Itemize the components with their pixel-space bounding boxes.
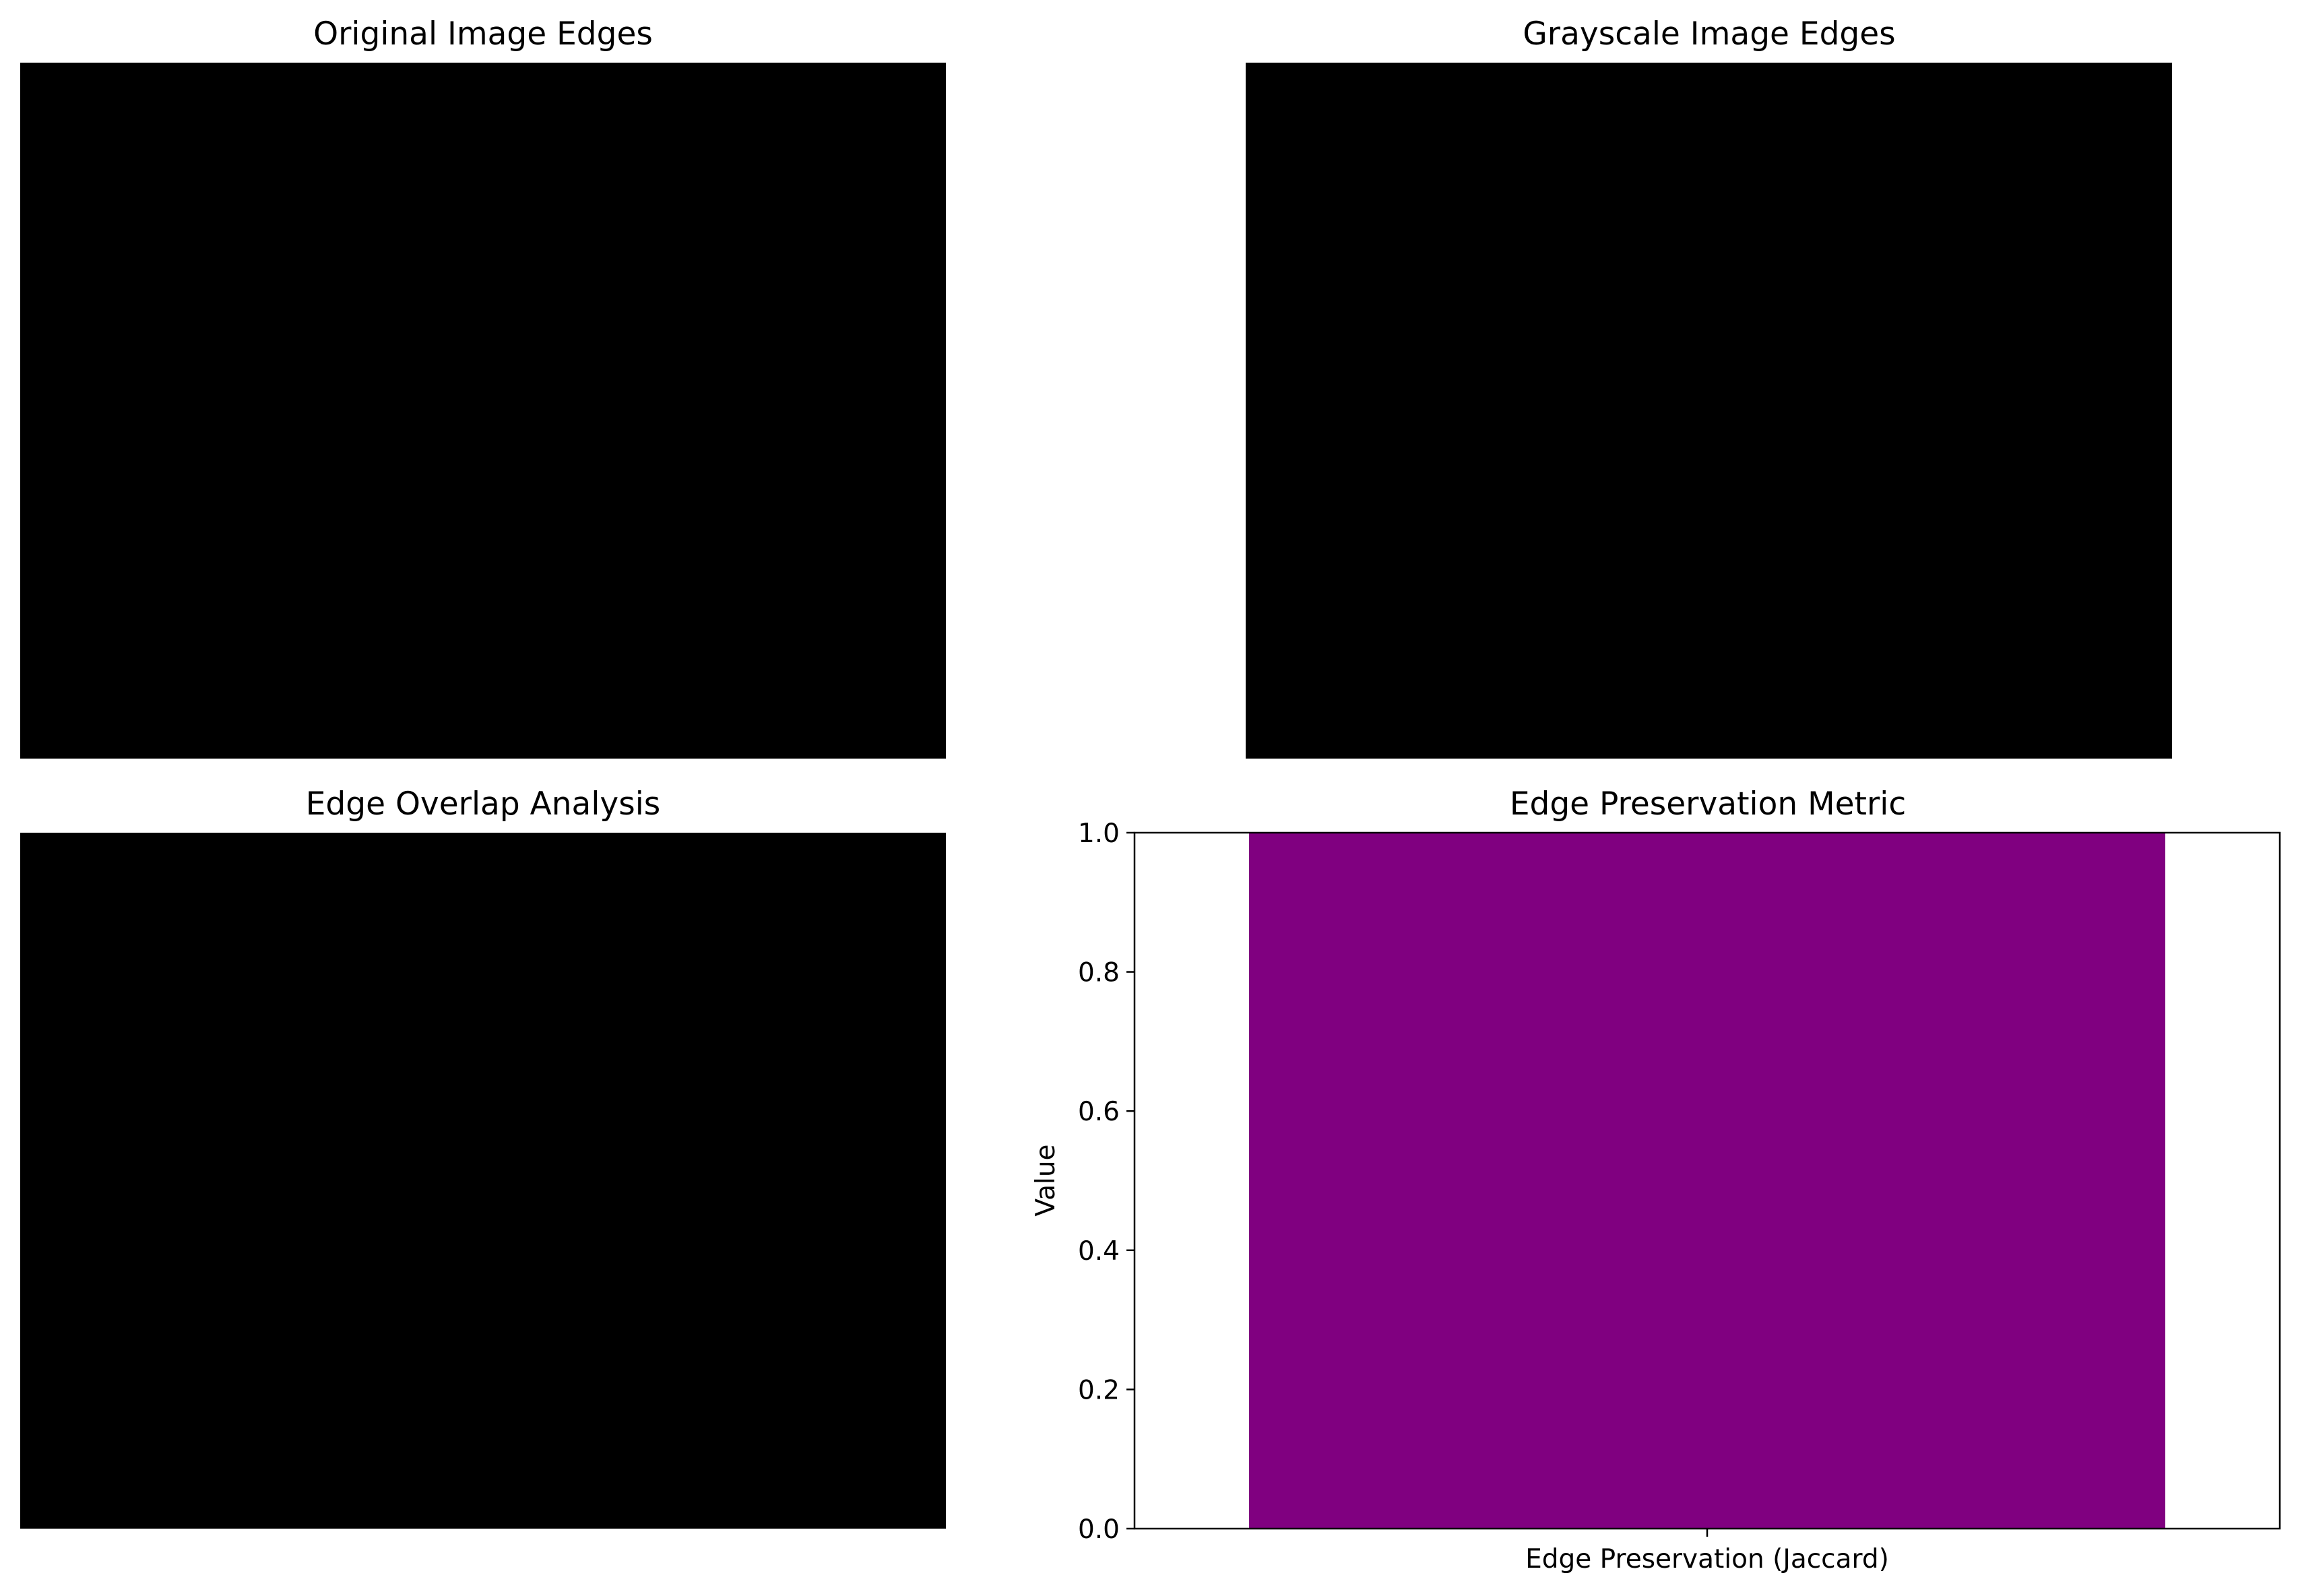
edge-image-grayscale: [1246, 63, 2172, 759]
edge-image-overlap: [20, 833, 946, 1529]
bar-0: [1249, 833, 2165, 1529]
x-axis: Edge Preservation (Jaccard): [1525, 1529, 1889, 1574]
panel-original-edges: Original Image Edges: [20, 15, 946, 759]
y-axis-label: Value: [1031, 1144, 1061, 1216]
y-tick-label: 0.4: [1078, 1236, 1120, 1267]
x-tick-label: Edge Preservation (Jaccard): [1525, 1544, 1889, 1574]
y-tick-label: 0.8: [1078, 958, 1120, 988]
bar-layer: [1249, 833, 2165, 1529]
y-tick-label: 0.6: [1078, 1097, 1120, 1127]
panel-title-original-edges: Original Image Edges: [313, 15, 653, 53]
chart-title: Edge Preservation Metric: [1510, 786, 1906, 823]
panel-edge-preservation: Edge Preservation Metric 0.0 0.2 0.4 0.6 0.8…: [1031, 786, 2281, 1574]
panel-edge-overlap: Edge Overlap Analysis: [20, 786, 946, 1529]
panel-title-grayscale-edges: Grayscale Image Edges: [1523, 15, 1895, 53]
y-tick-label: 0.0: [1078, 1514, 1120, 1545]
y-axis: 0.0 0.2 0.4 0.6 0.8 1.0: [1078, 819, 1135, 1545]
panel-title-edge-overlap: Edge Overlap Analysis: [306, 786, 661, 823]
edge-image-original: [20, 63, 946, 759]
y-tick-label: 0.2: [1078, 1375, 1120, 1405]
panel-grayscale-edges: Grayscale Image Edges: [1246, 15, 2172, 759]
y-tick-label: 1.0: [1078, 819, 1120, 849]
